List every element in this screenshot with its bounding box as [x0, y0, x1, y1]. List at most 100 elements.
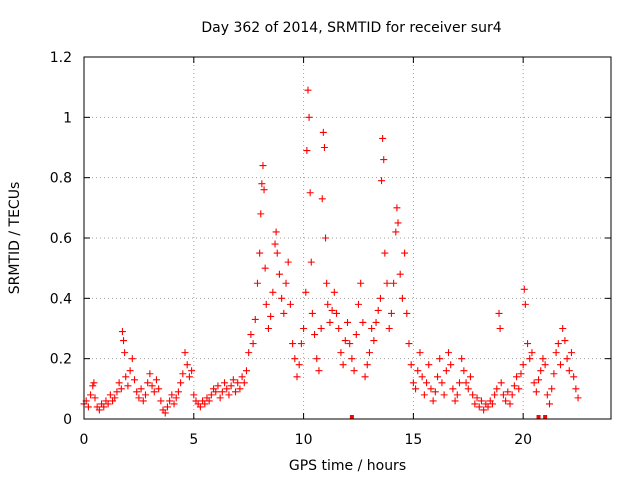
data-point — [306, 189, 314, 197]
data-point — [471, 400, 479, 408]
axis-ticks — [83, 56, 611, 420]
data-point — [537, 367, 545, 375]
data-point — [543, 391, 551, 399]
data-point — [223, 385, 231, 393]
data-point — [466, 373, 474, 381]
data-point — [317, 325, 325, 332]
data-point — [497, 379, 505, 387]
data-point — [567, 349, 575, 357]
data-point — [144, 379, 152, 387]
data-point — [458, 355, 466, 363]
y-tick-labels: 0 0.2 0.4 0.6 0.8 1 1.2 — [50, 50, 72, 428]
data-point — [234, 379, 242, 387]
data-point — [352, 331, 360, 339]
y-tick-label: 0.8 — [50, 171, 72, 187]
data-point — [324, 300, 332, 308]
data-point — [491, 391, 499, 399]
data-point — [416, 349, 424, 357]
data-point — [393, 204, 401, 212]
data-point — [262, 300, 270, 308]
data-point — [418, 373, 426, 381]
data-point — [214, 382, 222, 390]
data-point — [300, 325, 308, 332]
data-point — [297, 340, 305, 348]
data-point — [423, 379, 431, 387]
data-point — [499, 391, 507, 399]
data-point — [170, 400, 178, 408]
data-point — [473, 394, 481, 402]
data-point — [286, 300, 294, 308]
data-point — [519, 361, 527, 369]
data-point — [168, 391, 176, 399]
data-point — [502, 397, 510, 405]
data-point — [469, 391, 477, 399]
data-point — [535, 376, 543, 384]
data-point — [440, 391, 448, 399]
data-point — [238, 373, 246, 381]
data-point — [346, 340, 354, 348]
data-point — [341, 337, 349, 345]
data-point — [451, 397, 459, 405]
data-point — [150, 388, 158, 396]
data-point — [572, 385, 580, 393]
data-point — [141, 391, 149, 399]
data-point — [117, 385, 125, 393]
data-point — [381, 249, 389, 257]
data-point — [541, 361, 549, 369]
data-point — [348, 355, 356, 363]
data-point — [493, 385, 501, 393]
chart-title: Day 362 of 2014, SRMTID for receiver sur… — [201, 20, 501, 36]
data-point — [372, 318, 380, 326]
data-point — [506, 400, 514, 408]
data-point — [308, 309, 316, 317]
data-point — [464, 385, 472, 393]
data-point — [431, 388, 439, 396]
data-point — [357, 279, 365, 287]
data-point — [368, 325, 376, 332]
data-point — [530, 379, 538, 387]
data-point — [121, 349, 129, 357]
data-point — [434, 373, 442, 381]
data-point — [510, 382, 518, 390]
data-point — [258, 180, 266, 188]
data-point — [414, 367, 422, 375]
data-point — [574, 394, 582, 402]
data-point — [282, 279, 290, 287]
zero-marker — [536, 415, 541, 419]
data-point — [475, 403, 483, 411]
data-point — [259, 162, 267, 170]
data-point — [118, 328, 126, 336]
data-point — [157, 397, 165, 405]
data-point — [554, 340, 562, 348]
data-point — [394, 219, 402, 227]
data-point — [403, 309, 411, 317]
data-point — [240, 379, 248, 387]
data-point — [148, 382, 156, 390]
data-point — [326, 318, 334, 326]
data-point — [95, 406, 103, 414]
data-point — [251, 315, 259, 323]
data-point — [305, 113, 313, 121]
data-point — [496, 325, 504, 332]
data-point — [390, 279, 398, 287]
data-point — [552, 349, 560, 357]
data-point — [131, 376, 139, 384]
data-point — [264, 325, 272, 332]
data-point — [401, 249, 409, 257]
data-point — [225, 391, 233, 399]
zero-marker — [543, 415, 548, 419]
data-point — [261, 264, 269, 272]
x-tick-label: 5 — [189, 432, 198, 448]
data-point — [455, 379, 463, 387]
data-point — [320, 144, 328, 151]
data-point — [319, 128, 327, 136]
data-point — [550, 370, 558, 378]
data-point — [257, 210, 265, 218]
data-point — [111, 394, 119, 402]
data-point — [253, 279, 261, 287]
y-tick-label: 0.2 — [50, 352, 72, 368]
data-point — [311, 331, 319, 339]
data-point — [520, 285, 528, 293]
data-point — [350, 367, 358, 375]
